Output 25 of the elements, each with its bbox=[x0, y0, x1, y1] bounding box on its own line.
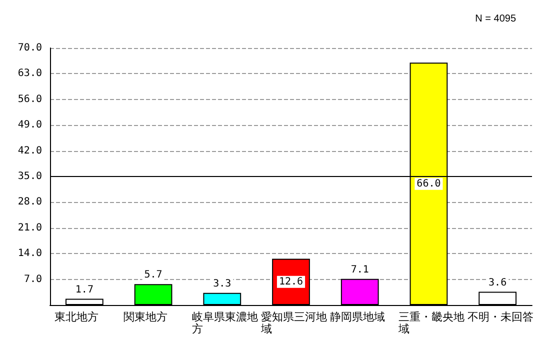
y-tick-label: 63.0 bbox=[18, 68, 42, 80]
y-tick-label: 35.0 bbox=[18, 171, 42, 182]
y-tick-label: 14.0 bbox=[18, 248, 42, 260]
data-label: 3.3 bbox=[213, 278, 232, 290]
y-tick-label: 28.0 bbox=[18, 196, 42, 208]
data-label: 66.0 bbox=[416, 178, 441, 190]
y-tick-label: 7.0 bbox=[24, 274, 42, 285]
x-tick-label: 愛知県三河地域 bbox=[260, 310, 327, 336]
data-label: 3.6 bbox=[488, 277, 507, 288]
y-tick-label: 49.0 bbox=[18, 120, 42, 131]
y-tick-label: 56.0 bbox=[18, 94, 42, 105]
y-tick-label: 21.0 bbox=[18, 222, 42, 234]
data-label: 1.7 bbox=[75, 284, 94, 296]
x-tick-label: 関東地方 bbox=[123, 310, 168, 324]
x-tick-label: 三重・畿央地域 bbox=[398, 310, 465, 336]
x-tick-label: 岐阜県東濃地方 bbox=[192, 310, 258, 336]
text: N = 4095 bbox=[475, 14, 516, 24]
x-tick-label: 静岡県地域 bbox=[330, 310, 385, 324]
data-label: 12.6 bbox=[278, 276, 304, 288]
data-label: 5.7 bbox=[144, 270, 162, 281]
x-tick-label: 不明・未回答 bbox=[468, 310, 534, 324]
y-tick-label: 70.0 bbox=[18, 42, 42, 54]
y-tick-label: 42.0 bbox=[18, 145, 42, 156]
x-tick-label: 東北地方 bbox=[54, 310, 98, 324]
data-label: 7.1 bbox=[350, 264, 369, 276]
